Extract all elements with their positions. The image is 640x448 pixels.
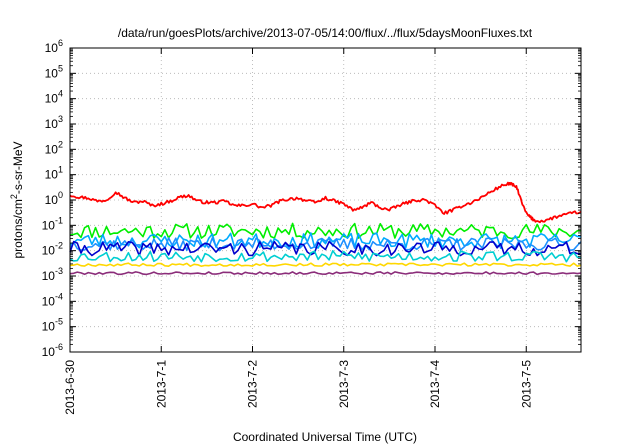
y-tick-exponent: 4 bbox=[58, 89, 63, 99]
series-line bbox=[69, 232, 582, 249]
y-tick-base: 10 bbox=[45, 168, 59, 182]
y-tick-label: 100 bbox=[45, 190, 63, 207]
x-tick-label: 2013-7-5 bbox=[519, 360, 533, 408]
y-tick-label: 105 bbox=[45, 63, 63, 80]
x-tick-label: 2013-7-3 bbox=[337, 360, 351, 408]
x-tick-labels: 2013-6-30 2013-7-1 2013-7-2 2013-7-3 2013-7-… bbox=[63, 360, 533, 415]
y-tick-base: 10 bbox=[45, 193, 59, 207]
series-line bbox=[69, 181, 582, 224]
x-tick-label: 2013-6-30 bbox=[63, 360, 77, 415]
x-tick-label: 2013-7-2 bbox=[246, 360, 260, 408]
series-line bbox=[69, 240, 582, 257]
y-tick-base: 10 bbox=[42, 244, 56, 258]
y-tick-base: 10 bbox=[45, 92, 59, 106]
y-tick-base: 10 bbox=[42, 269, 56, 283]
grid bbox=[70, 48, 581, 352]
y-tick-base: 10 bbox=[45, 66, 59, 80]
y-tick-label: 10-1 bbox=[42, 215, 63, 232]
y-tick-label: 10-3 bbox=[42, 266, 63, 283]
y-tick-exponent: 2 bbox=[58, 139, 63, 149]
series-line bbox=[69, 271, 582, 276]
y-axis-label-rest: -s-sr-MeV bbox=[11, 141, 25, 194]
y-axis-label-main: protons/cm bbox=[11, 199, 25, 258]
series-lines bbox=[69, 181, 582, 276]
y-tick-label: 10-4 bbox=[42, 291, 63, 308]
y-tick-label: 103 bbox=[45, 114, 63, 131]
y-tick-base: 10 bbox=[42, 320, 56, 334]
y-tick-base: 10 bbox=[45, 142, 59, 156]
series-line bbox=[69, 250, 582, 263]
y-tick-exponent: 6 bbox=[58, 38, 63, 48]
y-tick-exponent: 0 bbox=[58, 190, 63, 200]
y-tick-exponent: 3 bbox=[58, 114, 63, 124]
chart-title: /data/run/goesPlots/archive/2013-07-05/1… bbox=[118, 26, 533, 40]
series-line bbox=[69, 262, 582, 267]
y-tick-exponent: -6 bbox=[55, 342, 63, 352]
x-tick-label: 2013-7-1 bbox=[154, 360, 168, 408]
y-tick-label: 102 bbox=[45, 139, 63, 156]
y-tick-label: 104 bbox=[45, 89, 63, 106]
y-tick-base: 10 bbox=[42, 345, 56, 359]
y-tick-label: 10-6 bbox=[42, 342, 63, 359]
y-tick-base: 10 bbox=[45, 117, 59, 131]
y-tick-label: 10-2 bbox=[42, 241, 63, 258]
y-tick-base: 10 bbox=[42, 294, 56, 308]
x-tick-label: 2013-7-4 bbox=[428, 360, 442, 408]
y-tick-exponent: 5 bbox=[58, 63, 63, 73]
y-tick-label: 101 bbox=[45, 165, 63, 182]
y-axis-label-sup: 2 bbox=[9, 194, 19, 199]
y-tick-exponent: -2 bbox=[55, 241, 63, 251]
y-tick-base: 10 bbox=[45, 41, 59, 55]
axis-ticks bbox=[69, 47, 581, 353]
y-tick-exponent: -5 bbox=[55, 317, 63, 327]
y-tick-exponent: -4 bbox=[55, 291, 63, 301]
y-tick-label: 10-5 bbox=[42, 317, 63, 334]
x-axis-label: Coordinated Universal Time (UTC) bbox=[233, 430, 417, 444]
series-line bbox=[69, 222, 582, 240]
y-tick-base: 10 bbox=[42, 218, 56, 232]
y-tick-exponent: -1 bbox=[55, 215, 63, 225]
y-axis-label: protons/cm2-s-sr-MeV bbox=[9, 141, 25, 258]
y-tick-label: 106 bbox=[45, 38, 63, 55]
y-tick-labels: 10-610-510-410-310-210-11001011021031041… bbox=[42, 38, 63, 359]
y-tick-exponent: -3 bbox=[55, 266, 63, 276]
y-tick-exponent: 1 bbox=[58, 165, 63, 175]
